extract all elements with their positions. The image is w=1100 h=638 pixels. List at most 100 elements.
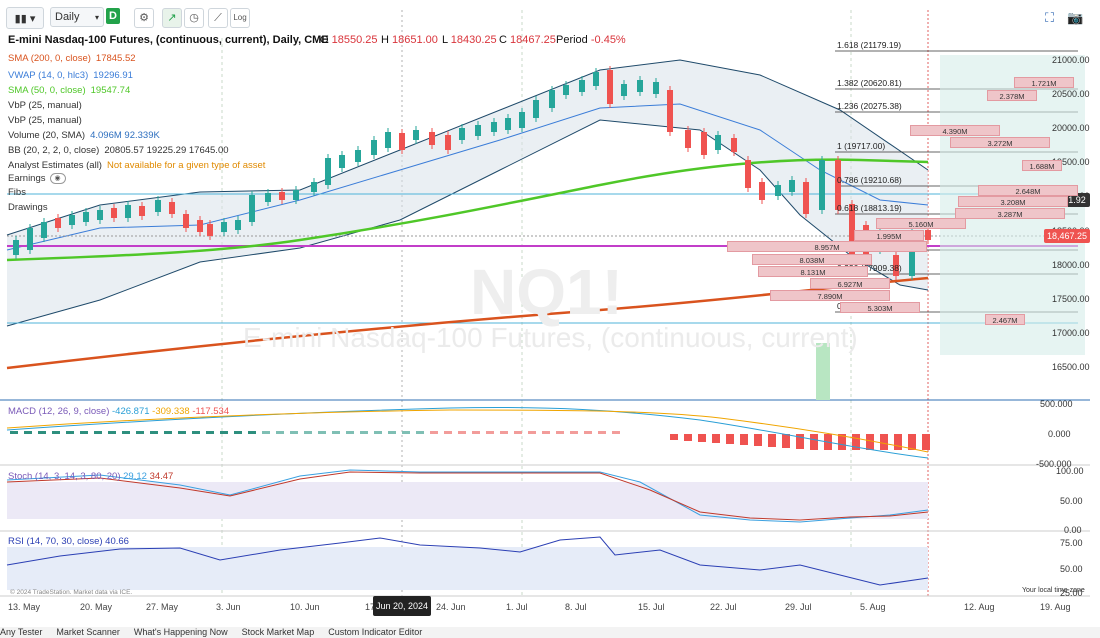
macd-histogram-bar — [472, 431, 480, 434]
ohlc-high: H 18651.00 — [381, 34, 438, 46]
footer-tab[interactable]: Custom Indicator Editor — [328, 627, 423, 637]
date-axis-label: 3. Jun — [216, 602, 241, 612]
macd-axis-mid: 0.000 — [1048, 429, 1071, 439]
indicator-value: 20805.57 19225.29 17645.00 — [104, 145, 229, 156]
indicator-legend-item[interactable]: BB (20, 2, 2, 0, close) 20805.57 19225.29… — [8, 145, 229, 156]
macd-histogram-bar — [486, 431, 494, 434]
candle-body — [97, 210, 103, 220]
last-price-label: 18,467.25 — [1044, 229, 1090, 243]
indicator-legend-item[interactable]: VbP (25, manual) — [8, 115, 82, 126]
camera-icon[interactable]: 📷 — [1067, 10, 1084, 25]
indicator-label: VbP (25, manual) — [8, 100, 82, 111]
candle-body — [371, 140, 377, 155]
indicator-legend-item[interactable]: Drawings — [8, 202, 48, 213]
candle-body — [385, 132, 391, 148]
volume-profile-bar: 3.208M — [958, 196, 1068, 207]
copyright-text: © 2024 TradeStation. Market data via ICE… — [10, 589, 133, 596]
chart-type-button[interactable]: ▮▮ ▾ — [6, 7, 44, 29]
candle-body — [607, 70, 613, 104]
stoch-d-line — [6, 471, 929, 521]
fib-label: 0.618 (18813.19) — [837, 203, 902, 213]
date-axis-label: 5. Aug — [860, 602, 886, 612]
macd-histogram-bar — [684, 434, 692, 441]
candle-body — [653, 82, 659, 94]
macd-signal-line — [6, 409, 929, 453]
indicator-legend-item[interactable]: VWAP (14, 0, hlc3) 19296.91 — [8, 70, 133, 81]
macd-histogram-bar — [726, 434, 734, 444]
clock-icon[interactable]: ◷ — [184, 8, 204, 28]
macd-histogram-bar — [38, 431, 46, 434]
macd-histogram-bar — [556, 431, 564, 434]
date-axis-label: 10. Jun — [290, 602, 320, 612]
macd-histogram-bar — [52, 431, 60, 434]
candle-body — [293, 190, 299, 200]
timezone-label[interactable]: Your local time zone — [1022, 587, 1085, 594]
candle-body — [745, 160, 751, 188]
indicator-value: 19547.74 — [90, 85, 131, 96]
candle-body — [429, 132, 435, 145]
macd-histogram-bar — [192, 431, 200, 434]
interval-d-badge[interactable]: D — [106, 8, 120, 24]
volume-profile-bar: 1.721M — [1014, 77, 1074, 88]
price-axis-label: 20500.00 — [1052, 89, 1090, 99]
chart-title: E-mini Nasdaq-100 Futures, (continuous, … — [8, 34, 329, 46]
macd-histogram-bar — [880, 434, 888, 450]
gear-icon[interactable]: ⚙ — [134, 8, 154, 28]
crosshair-date-label: Jun 20, 2024 — [373, 596, 431, 616]
footer-tab[interactable]: What's Happening Now — [133, 627, 228, 637]
volume-profile-bar: 5.303M — [840, 302, 920, 313]
indicator-value: 17845.52 — [95, 53, 136, 64]
indicator-legend-item[interactable]: VbP (25, manual) — [8, 100, 82, 111]
macd-axis-low: -500.000 — [1036, 459, 1072, 469]
interval-select[interactable]: Daily ▾ — [50, 7, 104, 27]
trend-tool-icon[interactable]: ⟋ — [208, 8, 228, 28]
macd-histogram-bar — [206, 431, 214, 434]
top-toolbar: ▮▮ ▾ Daily ▾ D ⚙ ↗ ◷ ⟋ Log ⛶ 📷 — [0, 0, 1100, 32]
indicator-legend-item[interactable]: Earnings ◉ — [8, 173, 66, 184]
candle-body — [325, 158, 331, 185]
price-axis-label: 21000.00 — [1052, 55, 1090, 65]
macd-histogram-bar — [234, 431, 242, 434]
indicator-legend-item[interactable]: Fibs — [8, 187, 26, 198]
volume-profile-bar: 5.160M — [876, 218, 966, 229]
macd-histogram-bar — [598, 431, 606, 434]
indicator-label: Fibs — [8, 187, 26, 198]
candle-body — [637, 80, 643, 92]
macd-histogram-bar — [276, 431, 284, 434]
log-scale-button[interactable]: Log — [230, 8, 250, 28]
candle-body — [27, 228, 33, 250]
macd-histogram-bar — [810, 434, 818, 450]
price-axis-label: 16500.00 — [1052, 362, 1090, 372]
macd-histogram-bar — [178, 431, 186, 434]
draw-tool-icon[interactable]: ↗ — [162, 8, 182, 28]
footer-tab[interactable]: Stock Market Map — [241, 627, 315, 637]
date-axis-label: 19. Aug — [1040, 602, 1071, 612]
candle-body — [459, 128, 465, 140]
macd-histogram-bar — [136, 431, 144, 434]
macd-histogram-bar — [262, 431, 270, 434]
rsi-zone — [7, 547, 928, 590]
candle-body — [519, 112, 525, 128]
indicator-legend-item[interactable]: Analyst Estimates (all) Not available for… — [8, 160, 265, 171]
candle-body — [249, 195, 255, 222]
candle-body — [475, 125, 481, 136]
volume-profile-bar: 2.648M — [978, 185, 1078, 196]
footer-tab[interactable]: Any Tester — [0, 627, 43, 637]
indicator-legend-item[interactable]: SMA (200, 0, close) 17845.52 — [8, 53, 136, 64]
volume-profile-bar: 6.927M — [810, 278, 890, 289]
fib-label: 0.786 (19210.68) — [837, 175, 902, 185]
stoch-axis-top: 100.00 — [1056, 466, 1084, 476]
candles — [13, 66, 931, 280]
fullscreen-icon[interactable]: ⛶ — [1045, 10, 1055, 25]
fib-label: 0.236 (17909.38) — [837, 263, 902, 273]
chevron-down-icon: ▾ — [94, 12, 99, 22]
candle-body — [339, 155, 345, 168]
eye-icon[interactable]: ◉ — [49, 173, 66, 184]
indicator-label: Analyst Estimates (all) — [8, 160, 102, 171]
footer-tab[interactable]: Market Scanner — [56, 627, 120, 637]
candle-body — [413, 130, 419, 140]
candle-body — [69, 215, 75, 225]
sma50-line — [6, 158, 929, 262]
indicator-legend-item[interactable]: SMA (50, 0, close) 19547.74 — [8, 85, 130, 96]
indicator-legend-item[interactable]: Volume (20, SMA) 4.096M 92.339K — [8, 130, 160, 141]
